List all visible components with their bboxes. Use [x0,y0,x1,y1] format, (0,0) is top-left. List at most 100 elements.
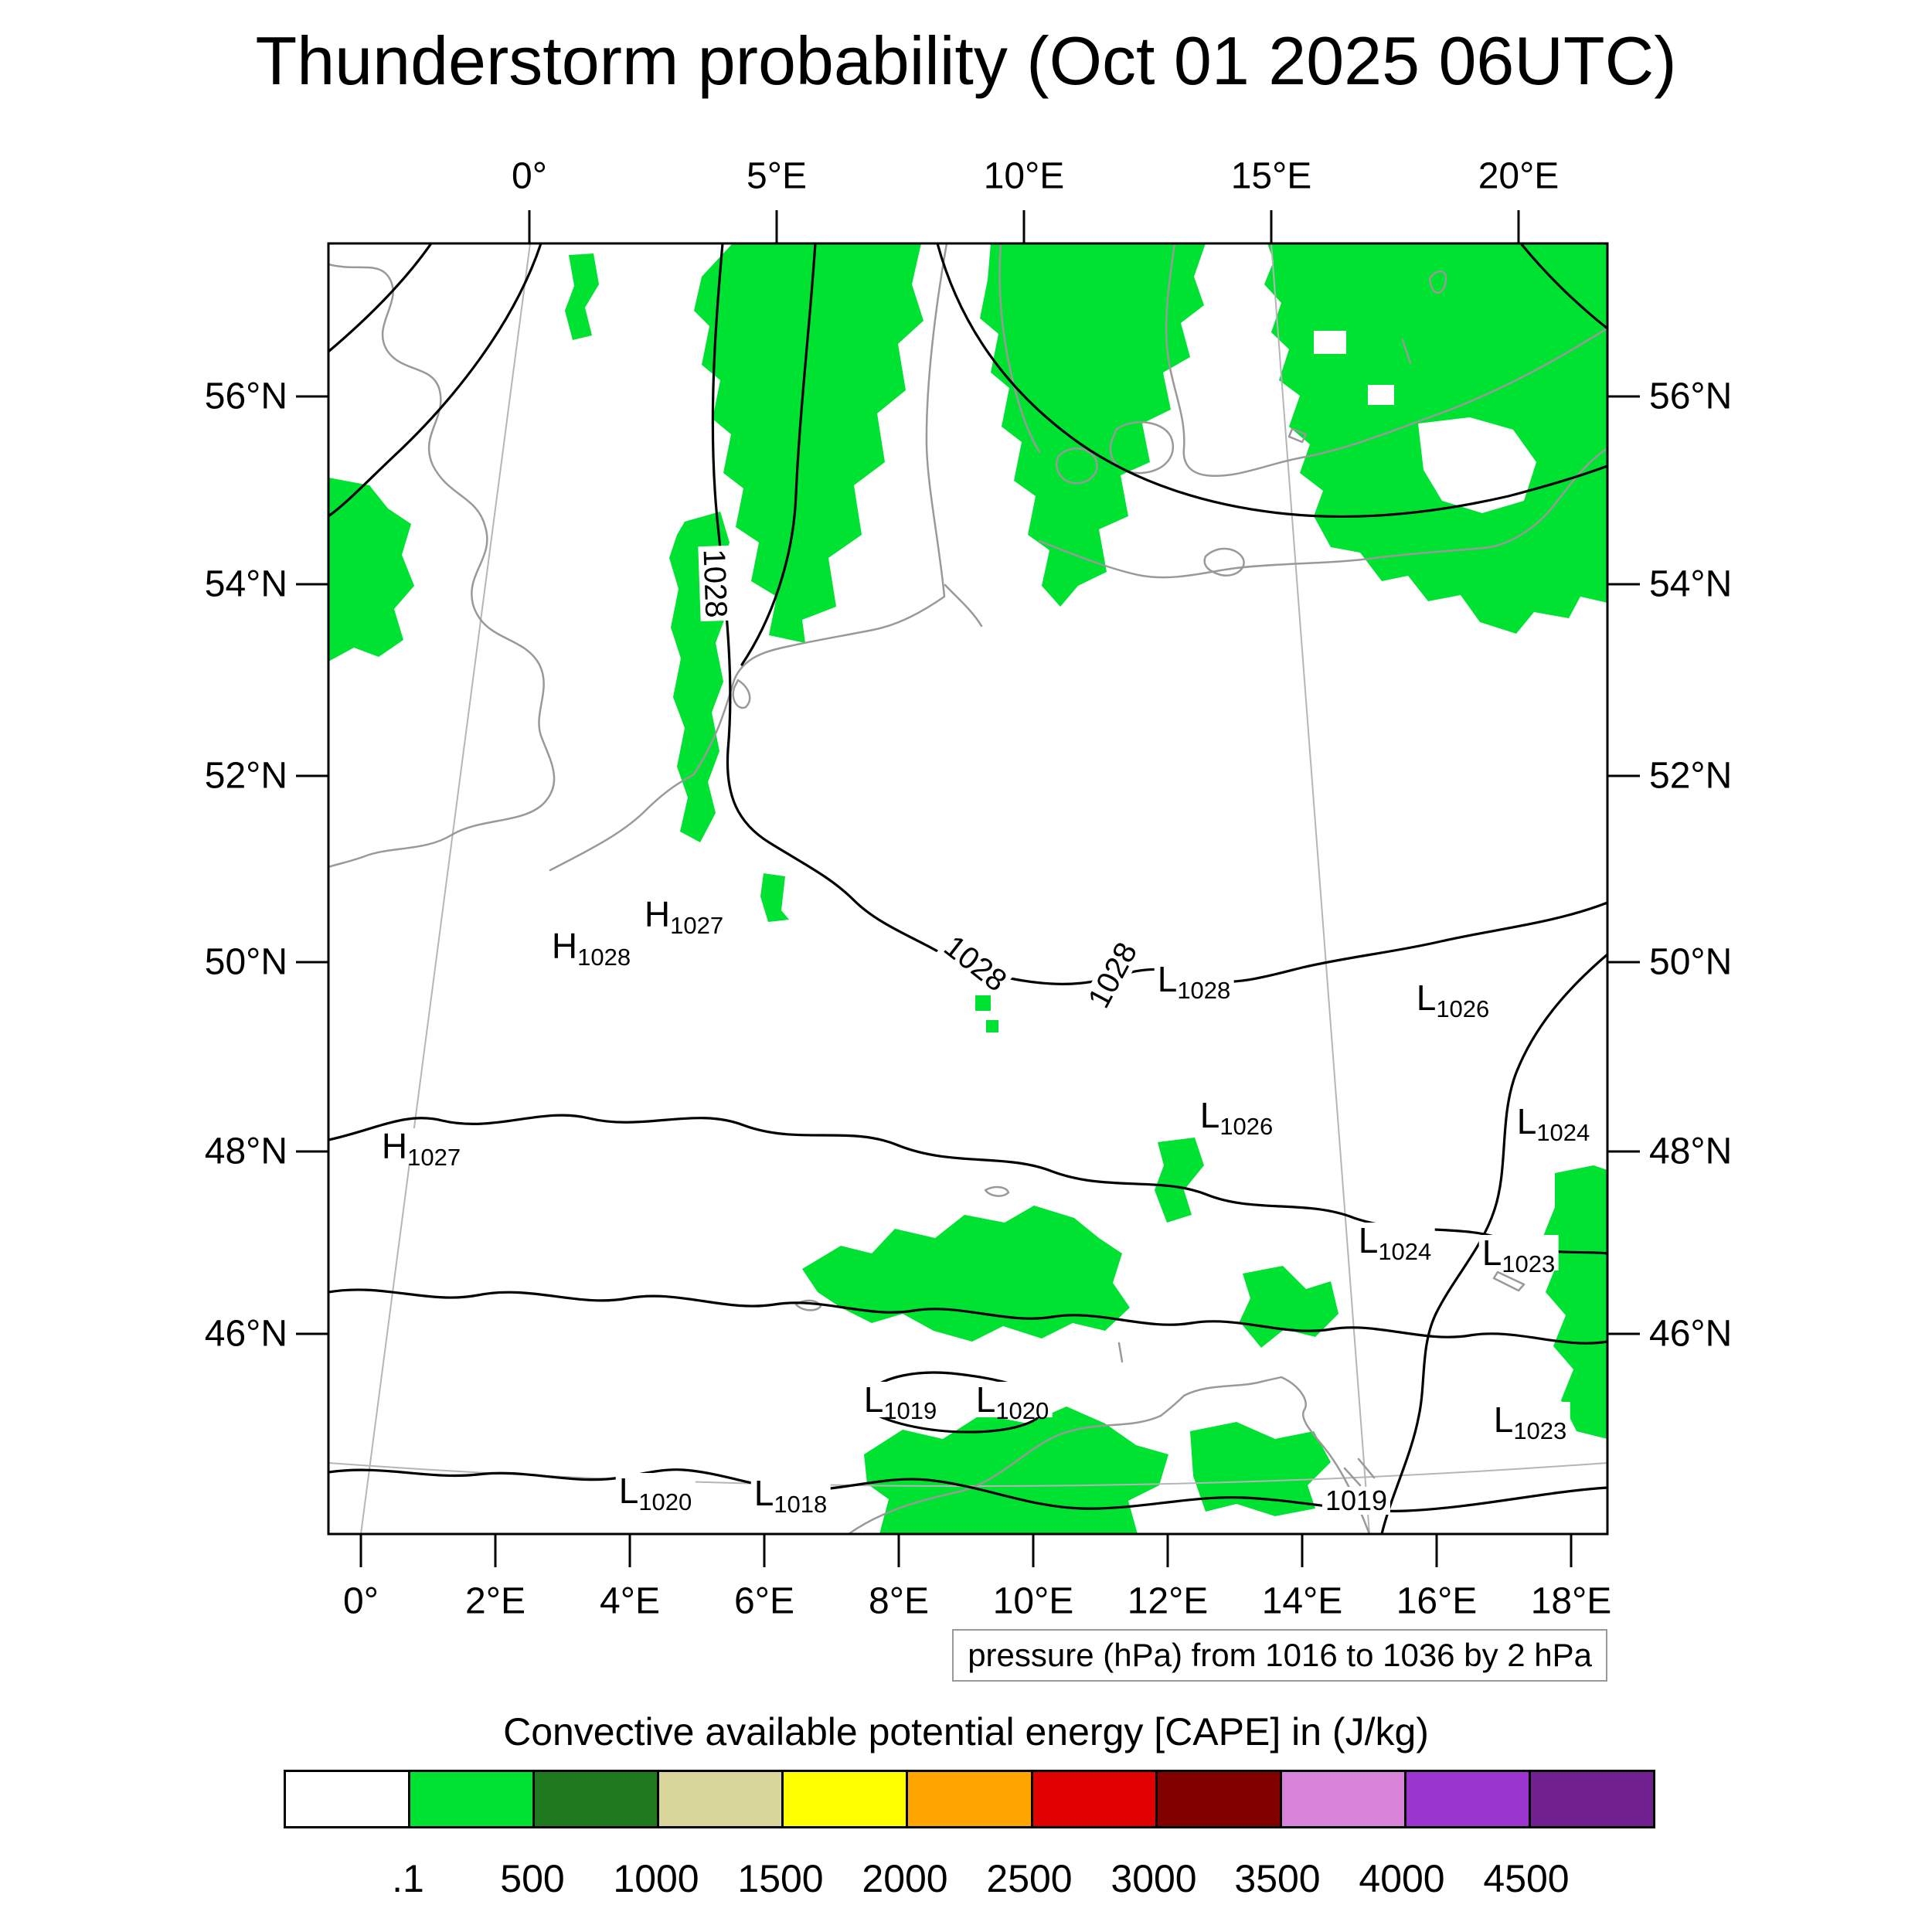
isobar-contour [936,243,1607,519]
cape-shading [1190,1422,1331,1516]
pressure-center-value: 1028 [577,944,631,971]
top-axis-label: 0° [512,155,547,197]
cape-colorbar-tick-label: 2000 [862,1857,948,1900]
pressure-center-letter: L [618,1471,639,1511]
pressure-center-label: L1024 [1355,1220,1435,1264]
pressure-center-letter: L [1481,1233,1502,1273]
top-axis-label: 20°E [1478,155,1560,197]
top-axis-label: 10°E [983,155,1065,197]
cape-shading-hole [1418,417,1536,513]
pressure-center-value: 1028 [1177,977,1231,1004]
bottom-axis-label: 0° [343,1580,379,1622]
cape-colorbar-cell [1157,1772,1282,1826]
right-axis-label: 50°N [1649,941,1733,983]
graticule-line [360,243,531,1534]
coastline [944,583,983,628]
cape-colorbar-cell [1530,1772,1654,1826]
isobar-contour [1380,953,1607,1534]
pressure-center-value: 1027 [670,912,724,939]
axis-ticks-bottom [359,1534,1573,1567]
coastline [1055,447,1098,485]
right-axis-label: 56°N [1649,376,1733,417]
cape-shading [760,873,789,922]
coastline [1038,447,1607,579]
coastline [328,263,556,869]
isobar-contour [1519,243,1607,330]
cape-colorbar-tick-label: 4500 [1483,1857,1570,1900]
cape-shading [1240,1266,1338,1348]
cape-colorbar-tick-label: 1500 [737,1857,824,1900]
cape-colorbar-cell [784,1772,909,1826]
coastline [1357,1458,1376,1479]
cape-shading [565,253,599,340]
left-axis-label: 46°N [204,1313,287,1355]
pressure-center-value: 1026 [1436,995,1490,1022]
cape-shading [986,1020,998,1032]
cape-shading-hole [1368,385,1394,405]
pressure-center-label: H1027 [641,894,727,937]
pressure-center-letter: L [975,1379,996,1420]
coastline [1428,270,1447,294]
left-axis-label: 48°N [204,1131,287,1172]
pressure-center-value: 1023 [1502,1250,1556,1277]
pressure-center-letter: L [1358,1220,1379,1260]
pressure-center-letter: H [644,894,671,934]
pressure-center-label: L1026 [1413,980,1493,1021]
pressure-center-label: L1019 [860,1379,940,1423]
cape-shading [694,243,923,643]
top-axis-label: 5°E [747,155,807,197]
pressure-center-label: L1020 [615,1471,696,1514]
bottom-axis-label: 4°E [600,1580,660,1622]
pressure-center-letter: L [1493,1400,1514,1440]
axis-ticks-top [528,210,1520,243]
isobar-label: 1028 [696,545,733,622]
cape-colorbar-cell [1406,1772,1531,1826]
isobar-contour [740,243,817,666]
pressure-center-value: 1020 [995,1397,1049,1424]
left-axis-label: 54°N [204,563,287,605]
right-axis-label: 46°N [1649,1313,1733,1355]
map-frame [327,242,1609,1536]
coastline [1117,1342,1124,1363]
pressure-center-letter: H [551,926,578,966]
pressure-center-value: 1019 [883,1397,937,1424]
pressure-center-label: H1027 [378,1128,464,1169]
bottom-axis-label: 16°E [1396,1580,1478,1622]
cape-colorbar-cell [286,1772,411,1826]
isobar-contour [328,1288,1607,1345]
pressure-center-value: 1020 [638,1488,692,1515]
bottom-axis-label: 10°E [992,1580,1074,1622]
pressure-center-value: 1024 [1378,1238,1432,1265]
cape-legend-title: Convective available potential energy [C… [503,1710,1429,1753]
pressure-center-value: 1027 [407,1144,461,1171]
cape-colorbar-tick-label: .1 [392,1857,424,1900]
pressure-center-label: L1018 [750,1473,831,1516]
right-axis-label: 52°N [1649,755,1733,797]
pressure-center-label: L1028 [1154,959,1234,1002]
cape-colorbar-cell [535,1772,660,1826]
isobar-contour [328,243,433,353]
pressure-center-letter: L [1199,1095,1220,1135]
cape-colorbar [284,1770,1655,1828]
pressure-center-letter: L [753,1473,774,1513]
cape-shading [980,243,1206,607]
cape-shading [1543,1165,1607,1439]
bottom-axis-label: 14°E [1261,1580,1343,1622]
bottom-axis-label: 2°E [465,1580,526,1622]
coastline [1401,338,1412,365]
pressure-center-value: 1024 [1536,1119,1590,1146]
cape-colorbar-tick-label: 3000 [1111,1857,1197,1900]
pressure-center-letter: L [1516,1101,1537,1141]
pressure-center-label: L1024 [1513,1101,1594,1145]
cape-colorbar-cell [908,1772,1033,1826]
cape-colorbar-cell [659,1772,784,1826]
cape-colorbar-tick-label: 1000 [613,1857,699,1900]
pressure-center-letter: L [1157,959,1178,999]
cape-colorbar-tick-label: 4000 [1359,1857,1445,1900]
bottom-axis-label: 6°E [734,1580,794,1622]
left-axis-label: 56°N [204,376,287,417]
top-axis-label: 15°E [1230,155,1312,197]
axis-ticks-right [1607,395,1640,1335]
pressure-center-letter: L [863,1379,884,1420]
